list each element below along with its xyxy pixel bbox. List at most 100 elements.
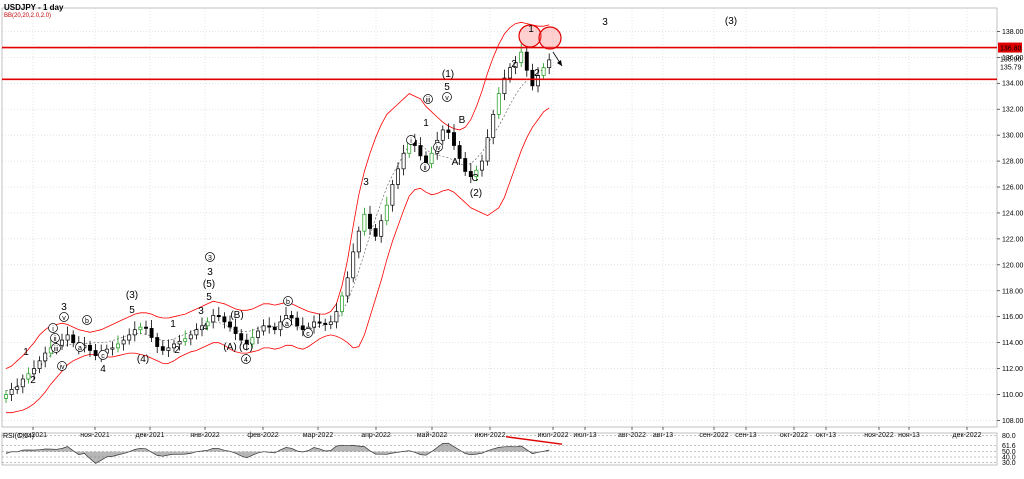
candle-body [457,145,462,159]
candle-body [312,321,316,328]
wave-circle [283,296,293,306]
candle-body [379,220,384,237]
wave-circle [433,142,443,152]
candle-body [289,315,294,319]
price-tag-last-label: 135.79 [1000,64,1022,71]
highlight-circle [538,26,562,50]
candle-body [446,129,451,133]
candle-body [88,344,92,351]
candle-body [228,321,232,328]
wave-label: 1 [528,24,534,35]
candle-body [373,228,378,237]
candle-body [513,62,518,69]
indicator-label: BB(20,20,2.0,2.0) [4,13,52,19]
circled-wave-label: iv [59,364,65,371]
wave-label: (B) [230,310,243,321]
circled-wave-label: i [52,326,54,333]
wave-circle [282,318,292,328]
circled-wave-label: 3 [208,255,212,262]
highlight-circle [518,24,542,48]
wave-label: 3 [61,302,67,313]
candle-body [468,171,473,177]
circled-wave-label: c [306,331,310,338]
circled-wave-label: v [62,315,66,322]
circled-wave-label: iii [54,346,59,353]
rsi-level-label: 61.6 [1002,443,1016,450]
candle-body [328,321,333,325]
candle-body [536,75,540,87]
wave-circle [420,162,430,172]
candle-body [166,347,171,351]
resistance-levels [2,24,997,81]
wave-label: (4) [137,354,149,365]
candle-body [541,67,546,76]
wave-label: 1 [23,347,29,358]
wave-annotations: 1234(3)5(4)1234(B)(A)(C)43(5)53125(1)BAC… [23,16,737,386]
candle-body [480,160,484,171]
rsi-level-label: 80.0 [1002,433,1016,440]
wave-label: 5 [129,305,135,316]
candle-body [211,315,216,323]
candle-body [15,386,20,390]
price-tag-upper [998,42,1022,53]
wave-label: 4 [100,364,106,375]
wave-label: 2 [534,68,540,79]
wave-circle [442,92,452,102]
x-tick-label: май-2022 [417,431,448,439]
rsi-area [6,443,550,464]
candle-body [239,333,244,341]
candle-body [474,169,479,177]
candle-body [547,59,552,69]
candle-body [334,311,339,323]
wave-label: 1 [423,118,429,129]
price-tag-upper-label: 136.80 [1000,46,1022,53]
wave-circle [98,350,108,360]
wave-label: B [459,115,466,126]
candle-body [244,339,249,345]
y-tick-label: 130.00 [1002,133,1024,140]
candle-body [116,343,120,349]
candle-body [71,334,76,344]
circled-wave-label: a [78,345,82,352]
wave-circle [57,361,67,371]
wave-label: A [452,157,459,168]
candle-body [351,251,356,279]
circled-wave-label: iii [426,97,431,104]
rsi-panel: 80.0 61.650.040.030.0 [1,432,1016,467]
candle-body [155,337,160,347]
y-tick-label: 122.00 [1002,236,1024,243]
candle-body [160,346,165,351]
circled-wave-label: ii [53,336,57,343]
wave-label: 2 [511,59,517,70]
candle-body [43,352,48,362]
candle-body [524,51,529,71]
candle-body [233,326,238,334]
rsi-label: RSI(C,14) [3,433,35,440]
wave-circle [82,315,92,325]
candle-body [278,321,283,331]
circled-wave-label: b [286,299,290,306]
candle-body [200,325,204,331]
x-tick-label: апр-2022 [361,432,391,439]
candle-body [9,389,14,395]
candle-body [149,328,154,338]
y-tick-label: 136.00 [1002,55,1024,62]
candle-body [440,129,445,141]
candle-body [183,338,188,342]
wave-circle [205,252,215,262]
wave-circle [50,333,60,343]
price-tag-mid-label: 135.90 [1000,57,1022,64]
candle-body [261,325,266,332]
x-tick-label: янв-2022 [190,432,219,439]
candle-body [32,368,36,375]
candle-body [356,230,361,253]
wave-label: (A) [223,342,236,353]
x-tick-label: авг-2022 [618,432,646,439]
wave-label: (C) [239,342,253,353]
candle-body [172,343,176,349]
wave-label: (3) [725,16,737,27]
candle-body [60,339,64,346]
candle-body [194,329,199,336]
rsi-divergence-line [505,436,563,445]
